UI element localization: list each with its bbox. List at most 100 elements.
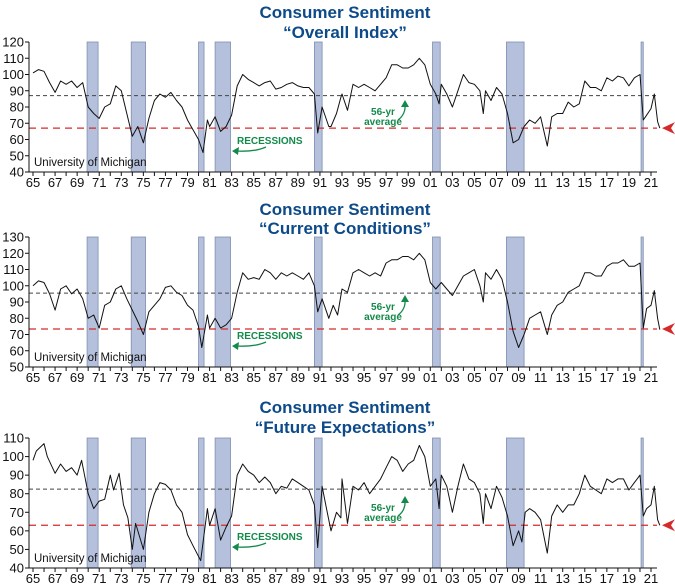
x-tick-label: 19 bbox=[622, 571, 636, 585]
average-label-line1: 56-yr bbox=[371, 107, 395, 118]
recession-bar bbox=[86, 437, 99, 569]
x-tick-label: 93 bbox=[335, 370, 349, 385]
y-tick-label: 70 bbox=[10, 116, 24, 131]
x-tick-label: 01 bbox=[423, 370, 437, 385]
x-tick-label: 85 bbox=[246, 175, 260, 190]
recessions-arrowhead-icon bbox=[232, 147, 239, 155]
current-level-arrow-icon bbox=[662, 322, 675, 335]
x-tick-label: 99 bbox=[401, 175, 415, 190]
chart-subtitle: “Current Conditions” bbox=[259, 219, 431, 238]
x-tick-label: 15 bbox=[578, 370, 592, 385]
x-tick-label: 05 bbox=[467, 571, 481, 585]
chart-subtitle: “Future Expectations” bbox=[255, 418, 435, 437]
x-tick-label: 83 bbox=[224, 571, 238, 585]
x-tick-label: 07 bbox=[489, 370, 503, 385]
recession-bar bbox=[214, 41, 231, 173]
recessions-label: RECESSIONS bbox=[237, 331, 303, 342]
chart-subtitle: “Overall Index” bbox=[283, 23, 407, 42]
x-tick-label: 11 bbox=[534, 370, 548, 385]
x-tick-label: 79 bbox=[180, 175, 194, 190]
y-tick-label: 90 bbox=[10, 468, 24, 483]
x-tick-label: 21 bbox=[644, 175, 658, 190]
x-tick-label: 15 bbox=[578, 175, 592, 190]
x-tick-label: 71 bbox=[92, 175, 106, 190]
source-label: University of Michigan bbox=[34, 352, 146, 364]
x-tick-label: 13 bbox=[555, 175, 569, 190]
average-label-line1: 56-yr bbox=[371, 503, 395, 514]
y-tick-label: 90 bbox=[10, 295, 24, 310]
x-tick-label: 11 bbox=[534, 571, 548, 585]
chart-title: Consumer Sentiment bbox=[260, 398, 431, 417]
y-tick-label: 100 bbox=[2, 278, 24, 293]
recessions-arrowhead-icon bbox=[232, 543, 239, 551]
x-tick-label: 67 bbox=[48, 370, 62, 385]
recessions-label: RECESSIONS bbox=[237, 532, 303, 543]
average-label-line2: average bbox=[364, 513, 402, 524]
average-arrowhead-icon bbox=[401, 100, 409, 107]
y-tick-label: 70 bbox=[10, 505, 24, 520]
y-tick-label: 80 bbox=[10, 311, 24, 326]
x-tick-label: 75 bbox=[136, 571, 150, 585]
average-label-line2: average bbox=[364, 312, 402, 323]
recessions-arrow-icon bbox=[235, 146, 267, 152]
x-tick-label: 99 bbox=[401, 370, 415, 385]
series-line bbox=[32, 443, 661, 562]
x-tick-label: 77 bbox=[158, 175, 172, 190]
recession-bar bbox=[130, 236, 146, 368]
x-tick-label: 95 bbox=[357, 571, 371, 585]
y-tick-label: 120 bbox=[2, 35, 24, 50]
recession-bar bbox=[432, 236, 441, 368]
y-tick-label: 40 bbox=[10, 165, 24, 180]
x-tick-label: 91 bbox=[313, 571, 327, 585]
average-label-line2: average bbox=[364, 117, 402, 128]
x-tick-label: 07 bbox=[489, 571, 503, 585]
x-tick-label: 03 bbox=[445, 175, 459, 190]
x-tick-label: 81 bbox=[202, 571, 216, 585]
y-tick-label: 60 bbox=[10, 523, 24, 538]
x-tick-label: 17 bbox=[600, 571, 614, 585]
x-tick-label: 73 bbox=[114, 571, 128, 585]
chart-panel-2: Consumer Sentiment“Current Conditions” 50… bbox=[2, 200, 675, 385]
x-tick-label: 05 bbox=[467, 175, 481, 190]
y-tick-label: 70 bbox=[10, 327, 24, 342]
y-tick-label: 90 bbox=[10, 83, 24, 98]
x-tick-label: 93 bbox=[335, 571, 349, 585]
x-tick-label: 15 bbox=[578, 571, 592, 585]
x-tick-label: 97 bbox=[379, 571, 393, 585]
y-tick-label: 130 bbox=[2, 230, 24, 245]
x-tick-label: 65 bbox=[26, 571, 40, 585]
x-tick-label: 19 bbox=[622, 175, 636, 190]
x-tick-label: 13 bbox=[555, 571, 569, 585]
chart-panel-3: Consumer Sentiment“Future Expectations” 4… bbox=[2, 398, 675, 585]
x-tick-label: 21 bbox=[644, 370, 658, 385]
y-tick-label: 110 bbox=[3, 431, 24, 446]
y-tick-label: 50 bbox=[10, 148, 24, 163]
source-label: University of Michigan bbox=[34, 157, 146, 169]
x-tick-label: 91 bbox=[313, 175, 327, 190]
x-tick-label: 87 bbox=[269, 571, 283, 585]
x-tick-label: 13 bbox=[555, 370, 569, 385]
x-tick-label: 01 bbox=[423, 571, 437, 585]
y-tick-label: 60 bbox=[10, 343, 24, 358]
x-tick-label: 71 bbox=[92, 571, 106, 585]
source-label: University of Michigan bbox=[34, 553, 146, 565]
x-tick-label: 69 bbox=[70, 175, 84, 190]
x-tick-label: 83 bbox=[224, 175, 238, 190]
x-tick-label: 65 bbox=[26, 370, 40, 385]
x-tick-label: 81 bbox=[202, 175, 216, 190]
chart-panel-1: Consumer Sentiment“Overall Index”4050607… bbox=[2, 3, 675, 190]
current-level-arrow-icon bbox=[662, 519, 675, 532]
x-tick-label: 09 bbox=[511, 175, 525, 190]
average-arrowhead-icon bbox=[401, 496, 409, 503]
x-tick-label: 93 bbox=[335, 175, 349, 190]
x-tick-label: 69 bbox=[70, 370, 84, 385]
x-tick-label: 97 bbox=[379, 175, 393, 190]
recessions-arrow-icon bbox=[235, 542, 267, 548]
x-tick-label: 07 bbox=[489, 175, 503, 190]
current-level-arrow-icon bbox=[662, 122, 675, 135]
y-tick-label: 40 bbox=[10, 561, 24, 576]
x-tick-label: 09 bbox=[511, 370, 525, 385]
recession-bar bbox=[506, 236, 525, 368]
recession-bar bbox=[86, 236, 99, 368]
x-tick-label: 87 bbox=[269, 370, 283, 385]
